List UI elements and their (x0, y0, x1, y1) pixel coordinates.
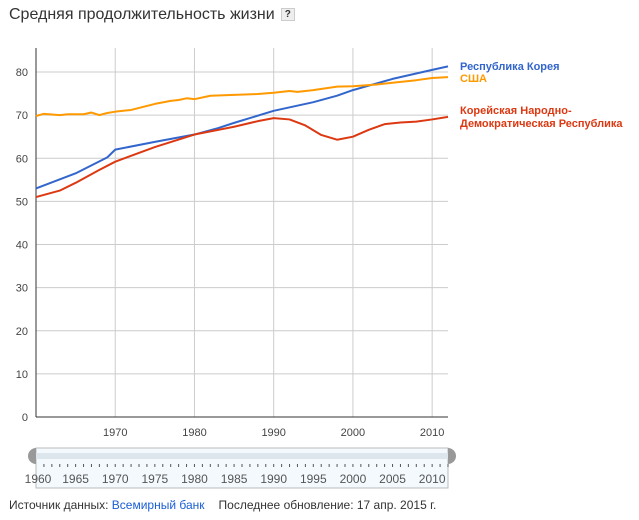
slider-tick-label: 1960 (25, 472, 52, 486)
slider-tick-label: 1990 (260, 472, 287, 486)
x-tick-label: 1970 (103, 427, 127, 439)
source-label: Источник данных: (9, 498, 109, 512)
plot-area (36, 48, 448, 417)
slider-tick-label: 1970 (102, 472, 129, 486)
y-tick-label: 70 (16, 110, 28, 122)
help-button[interactable]: ? (280, 8, 295, 21)
y-tick-label: 80 (16, 67, 28, 79)
slider-tick-label: 1985 (221, 472, 248, 486)
y-tick-label: 30 (16, 283, 28, 295)
series-line (35, 76, 449, 117)
y-tick-label: 0 (22, 412, 28, 424)
slider-left-handle[interactable] (28, 448, 36, 464)
slider-tick-label: 2000 (340, 472, 367, 486)
title-text: Средняя продолжительность жизни (9, 6, 275, 23)
slider-right-handle[interactable] (448, 448, 456, 464)
series-line (35, 65, 449, 190)
chart-title: Средняя продолжительность жизни? (9, 6, 295, 24)
slider-tick-label: 1975 (141, 472, 168, 486)
last-updated: Последнее обновление: 17 апр. 2015 г. (218, 498, 437, 512)
slider-tick-label: 1980 (181, 472, 208, 486)
slider-tick-label: 1965 (62, 472, 89, 486)
legend-label: Республика Корея (460, 61, 560, 73)
footer: Источник данных: Всемирный банк Последнее… (9, 498, 436, 512)
x-tick-label: 1990 (261, 427, 285, 439)
y-tick-label: 20 (16, 326, 28, 338)
series-line (35, 115, 449, 199)
y-tick-label: 40 (16, 240, 28, 252)
x-tick-label: 2000 (341, 427, 365, 439)
x-tick-label: 1980 (182, 427, 206, 439)
slider-tick-label: 2010 (419, 472, 446, 486)
y-tick-label: 60 (16, 153, 28, 165)
legend-label: Демократическая Республика (460, 118, 623, 130)
y-tick-label: 50 (16, 196, 28, 208)
slider-tick-label: 2005 (379, 472, 406, 486)
line-chart: 0 10 20 30 40 50 60 70 80 1970 1980 1990 2000 2010 Рес… (16, 48, 623, 489)
x-tick-label: 2010 (420, 427, 444, 439)
legend-label: Корейская Народно- (460, 105, 572, 117)
y-tick-label: 10 (16, 369, 28, 381)
slider-tick-label: 1995 (300, 472, 327, 486)
legend-label: США (460, 73, 487, 85)
source-link[interactable]: Всемирный банк (111, 498, 205, 512)
slider-track (36, 453, 448, 459)
